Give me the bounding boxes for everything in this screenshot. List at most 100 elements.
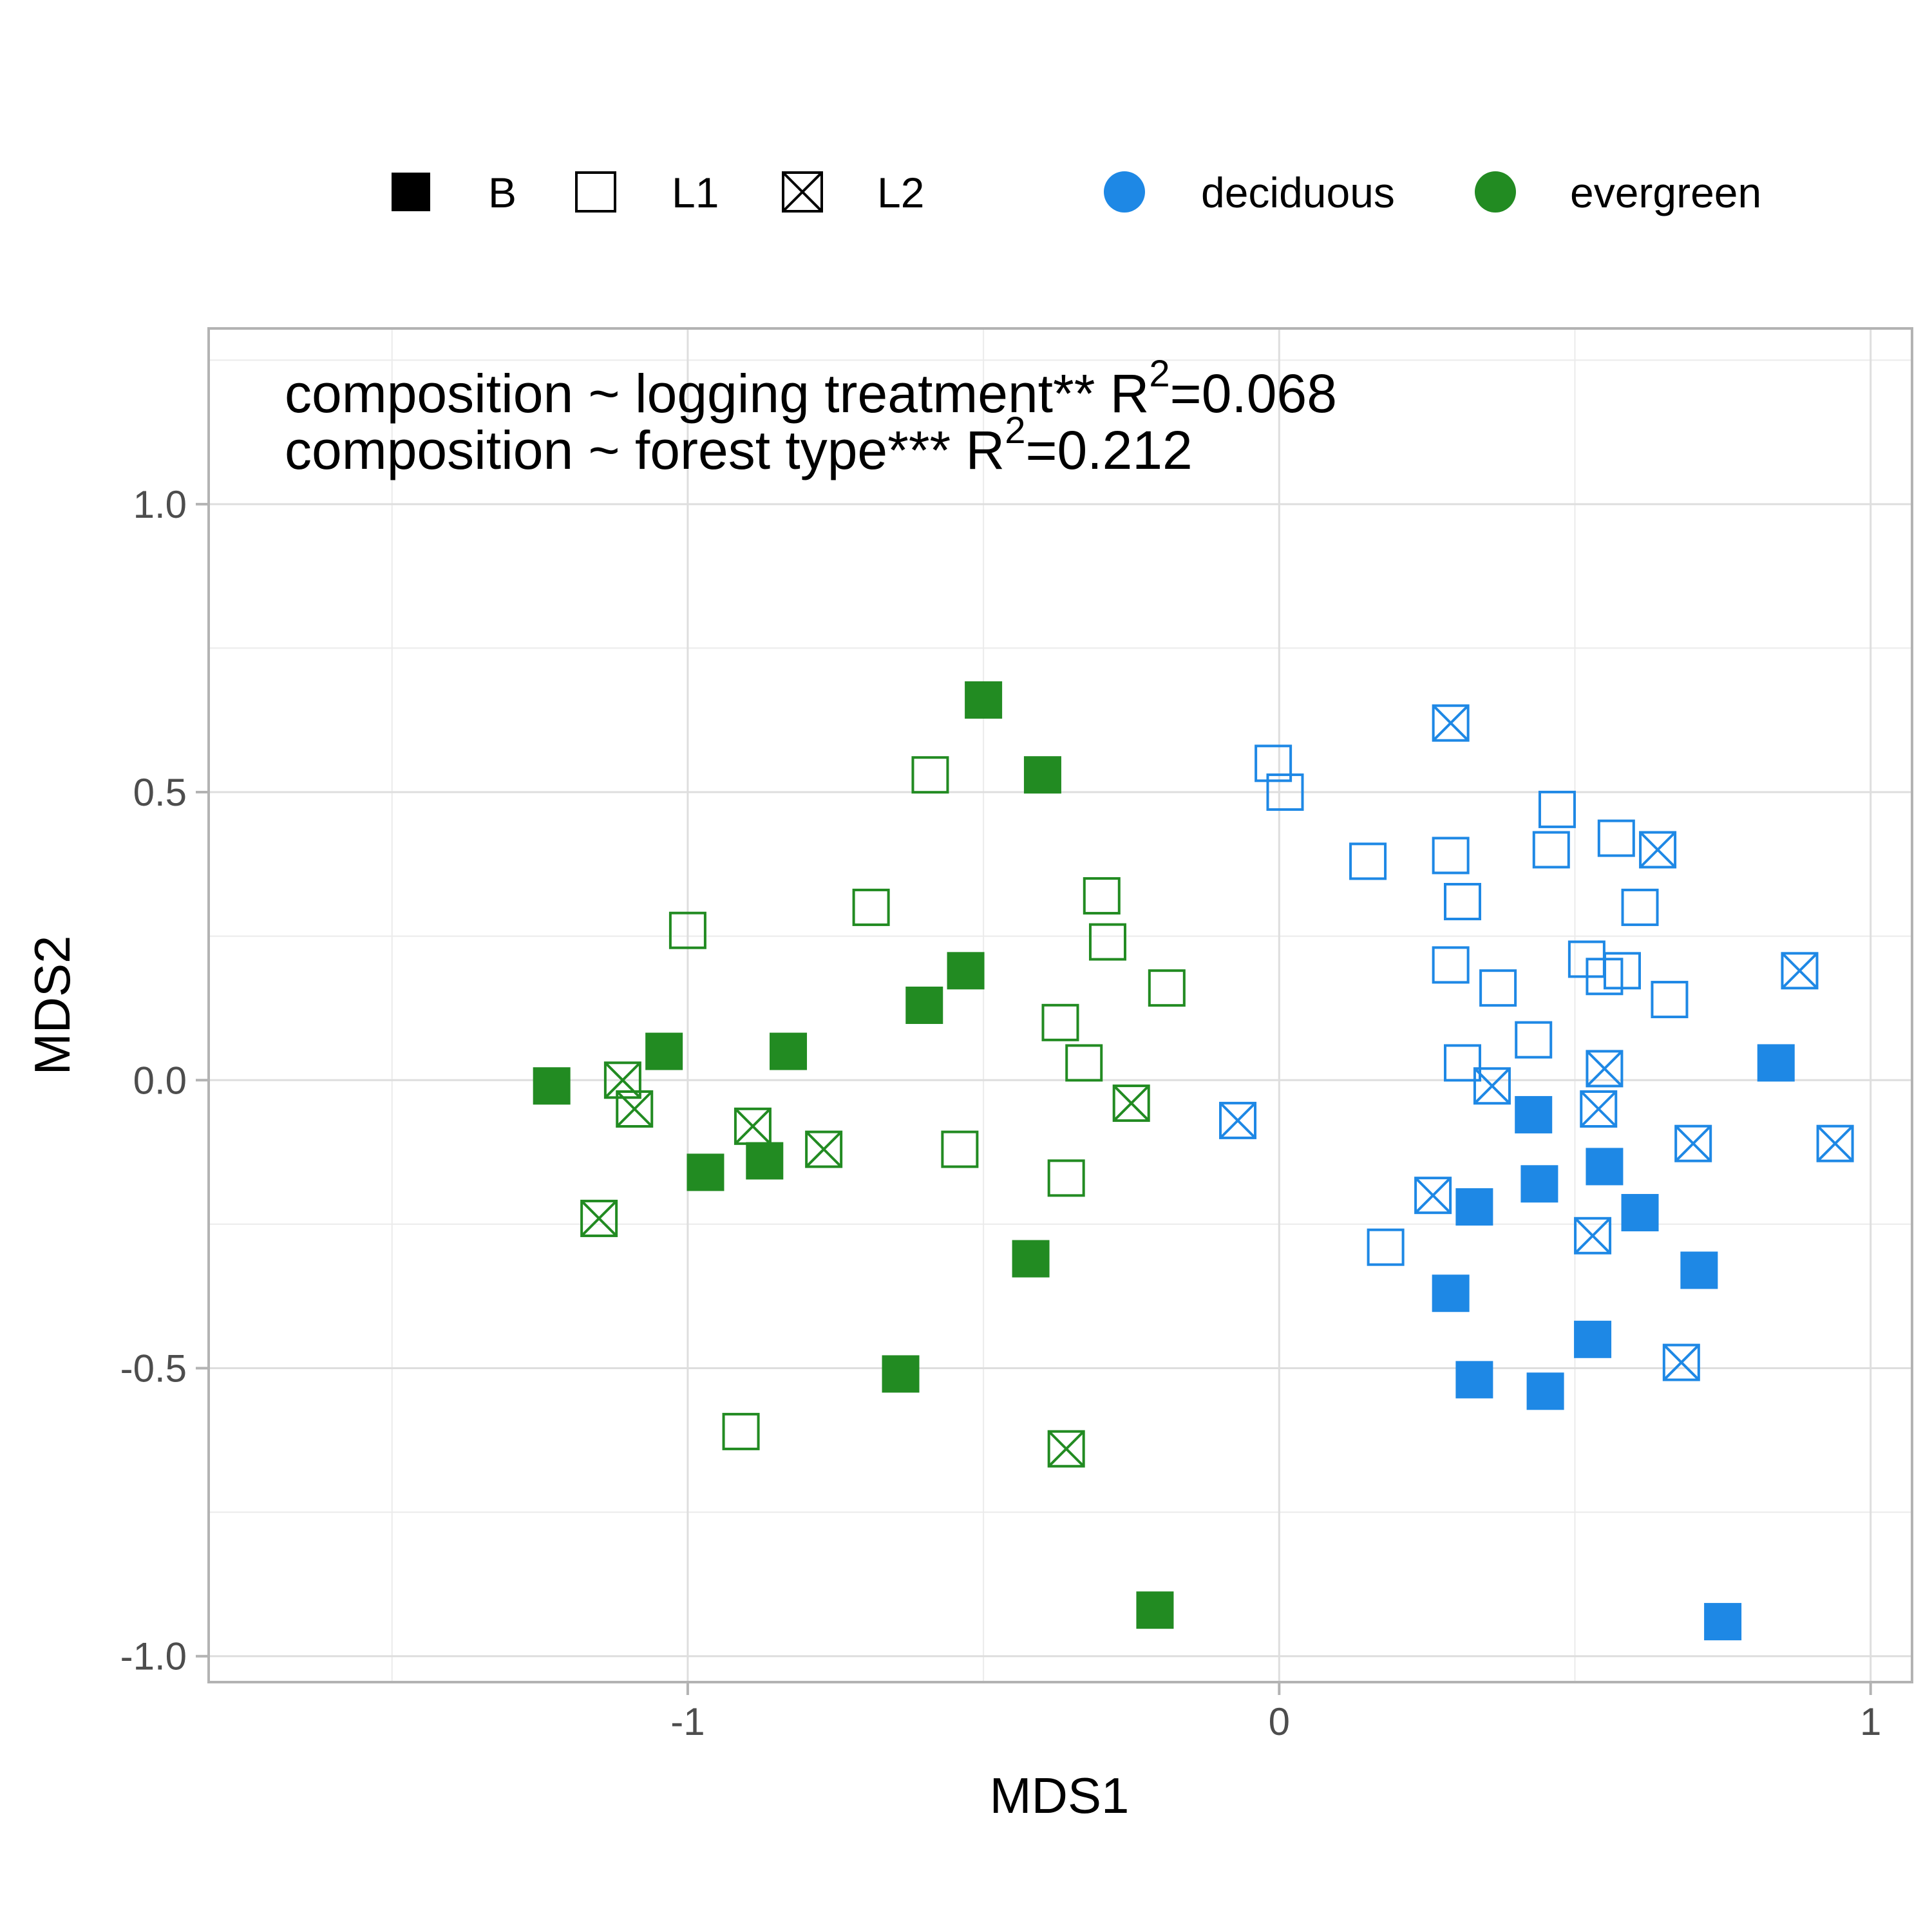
point-deciduous-l2-cross xyxy=(1639,831,1676,868)
point-evergreen-l2-box xyxy=(805,1130,843,1168)
point-deciduous-b xyxy=(1586,1148,1624,1186)
point-deciduous-l2-cross xyxy=(1473,1067,1511,1104)
point-deciduous-b xyxy=(1432,1274,1470,1312)
point-deciduous-l1 xyxy=(1367,1228,1405,1266)
point-deciduous-b xyxy=(1621,1194,1659,1232)
legend-label-l1: L1 xyxy=(672,169,719,216)
point-evergreen-l2-box xyxy=(580,1199,618,1237)
point-evergreen-l1 xyxy=(911,756,949,794)
x-tick-label: 1 xyxy=(1860,1700,1881,1743)
point-evergreen-l2 xyxy=(580,1199,618,1237)
legend-marker-evergreen xyxy=(1475,171,1516,213)
point-deciduous-l1 xyxy=(1255,744,1293,782)
legend-item-deciduous: deciduous xyxy=(1104,169,1395,216)
point-deciduous-l2-box xyxy=(1574,1217,1612,1255)
point-deciduous-l1 xyxy=(1621,888,1659,926)
y-tick-label: 0.0 xyxy=(133,1059,187,1102)
x-tick-label: -1 xyxy=(670,1700,705,1743)
point-deciduous-b xyxy=(1757,1044,1795,1082)
series-deciduous-l1 xyxy=(1255,744,1689,1266)
x-axis: -1 0 1 xyxy=(670,1682,1881,1743)
point-evergreen-l1 xyxy=(1083,877,1121,915)
point-deciduous-l1 xyxy=(1432,837,1470,875)
point-deciduous-l2-box xyxy=(1432,704,1470,742)
series-deciduous-l2 xyxy=(1219,704,1854,1381)
point-evergreen-l2-box xyxy=(1112,1084,1150,1122)
point-evergreen-b xyxy=(965,681,1003,719)
series-evergreen-l1 xyxy=(668,756,1186,1450)
y-tick-label: -1.0 xyxy=(120,1635,187,1678)
point-deciduous-l2 xyxy=(1580,1090,1618,1128)
point-deciduous-b xyxy=(1455,1361,1493,1399)
point-deciduous-l1 xyxy=(1266,773,1304,811)
point-deciduous-l2-cross xyxy=(1432,705,1470,742)
point-evergreen-l1 xyxy=(1047,1159,1085,1197)
point-deciduous-l1 xyxy=(1538,790,1576,828)
point-evergreen-l1 xyxy=(668,911,706,949)
point-deciduous-l2-box xyxy=(1473,1067,1511,1105)
point-deciduous-b xyxy=(1574,1320,1612,1358)
point-deciduous-l2 xyxy=(1473,1067,1511,1105)
point-deciduous-b xyxy=(1704,1603,1742,1641)
point-evergreen-l2-box xyxy=(1047,1430,1085,1468)
grid xyxy=(209,328,1912,1682)
y-tick-label: 0.5 xyxy=(133,771,187,814)
point-deciduous-l2 xyxy=(1574,1217,1612,1255)
legend-marker-l1 xyxy=(575,171,616,213)
point-deciduous-l1 xyxy=(1349,842,1387,880)
point-evergreen-l2 xyxy=(1047,1430,1085,1468)
series-deciduous-b xyxy=(1432,1044,1795,1641)
y-tick-label: 1.0 xyxy=(133,483,187,526)
point-deciduous-l2-cross xyxy=(1414,1177,1452,1214)
annotation-forest-sup: 2 xyxy=(1005,410,1025,451)
legend-marker-l2-cross-b xyxy=(782,171,823,213)
y-axis-title: MDS2 xyxy=(24,936,80,1075)
point-deciduous-l2 xyxy=(1816,1124,1854,1162)
point-deciduous-l2-box xyxy=(1639,831,1677,869)
point-evergreen-b xyxy=(947,952,985,990)
legend-item-b: B xyxy=(392,169,516,216)
point-deciduous-b xyxy=(1455,1188,1493,1226)
point-deciduous-l2-cross xyxy=(1663,1344,1700,1381)
point-deciduous-l2-cross xyxy=(1580,1090,1617,1128)
x-axis-title: MDS1 xyxy=(990,1767,1130,1824)
point-deciduous-l2 xyxy=(1432,704,1470,742)
point-deciduous-l2-box xyxy=(1586,1050,1624,1088)
point-evergreen-b xyxy=(533,1067,571,1105)
point-deciduous-l2-cross xyxy=(1781,952,1818,989)
point-evergreen-l1 xyxy=(722,1412,760,1450)
annotation-forest-type: composition ~ forest type*** R2=0.212 xyxy=(285,410,1193,480)
point-deciduous-l2 xyxy=(1781,952,1819,990)
point-evergreen-l2 xyxy=(734,1107,772,1145)
data-points xyxy=(533,681,1854,1641)
legend-label-deciduous: deciduous xyxy=(1201,169,1395,216)
legend-label-evergreen: evergreen xyxy=(1570,169,1761,216)
point-deciduous-b xyxy=(1526,1372,1564,1410)
point-deciduous-l2-cross xyxy=(1674,1125,1712,1162)
y-axis: 1.0 0.5 0.0 -0.5 -1.0 xyxy=(120,483,209,1678)
point-evergreen-l2 xyxy=(1112,1084,1150,1122)
legend-label-l2: L2 xyxy=(877,169,924,216)
point-evergreen-l2 xyxy=(805,1130,843,1168)
point-evergreen-l2-cross xyxy=(616,1090,653,1128)
legend-marker-deciduous xyxy=(1104,171,1145,213)
point-evergreen-b xyxy=(645,1032,683,1070)
point-deciduous-b xyxy=(1515,1095,1553,1133)
point-deciduous-l1 xyxy=(1479,969,1517,1007)
point-deciduous-l1 xyxy=(1515,1021,1553,1059)
annotation-logging-treatment: composition ~ logging treatment** R2=0.0… xyxy=(285,353,1337,424)
x-tick-label: 0 xyxy=(1269,1700,1290,1743)
legend-marker-l2 xyxy=(782,171,823,213)
point-evergreen-l2-cross xyxy=(1113,1084,1150,1122)
point-deciduous-l2-box xyxy=(1662,1343,1700,1381)
point-evergreen-l1 xyxy=(1148,969,1186,1007)
annotation-forest-value: =0.212 xyxy=(1025,420,1192,480)
point-deciduous-l1 xyxy=(1444,882,1482,920)
annotation-logging-sup: 2 xyxy=(1149,353,1170,395)
point-deciduous-l2-cross xyxy=(1817,1125,1854,1162)
y-tick-label: -0.5 xyxy=(120,1347,187,1390)
point-deciduous-l2 xyxy=(1674,1124,1712,1162)
legend: B L1 L2 deciduous evergreen xyxy=(392,169,1761,216)
point-deciduous-l2-box xyxy=(1414,1177,1452,1215)
